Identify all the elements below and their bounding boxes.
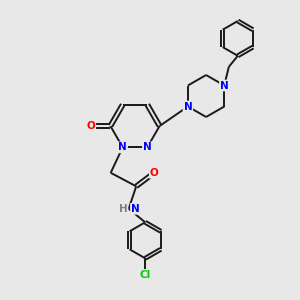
Text: N: N [118, 142, 127, 152]
Text: N: N [184, 101, 192, 112]
Text: H: H [119, 204, 128, 214]
Text: O: O [150, 168, 159, 178]
Text: N: N [143, 142, 152, 152]
Text: N: N [131, 204, 140, 214]
Text: N: N [220, 80, 229, 91]
Text: Cl: Cl [140, 270, 151, 280]
Text: O: O [86, 121, 95, 131]
